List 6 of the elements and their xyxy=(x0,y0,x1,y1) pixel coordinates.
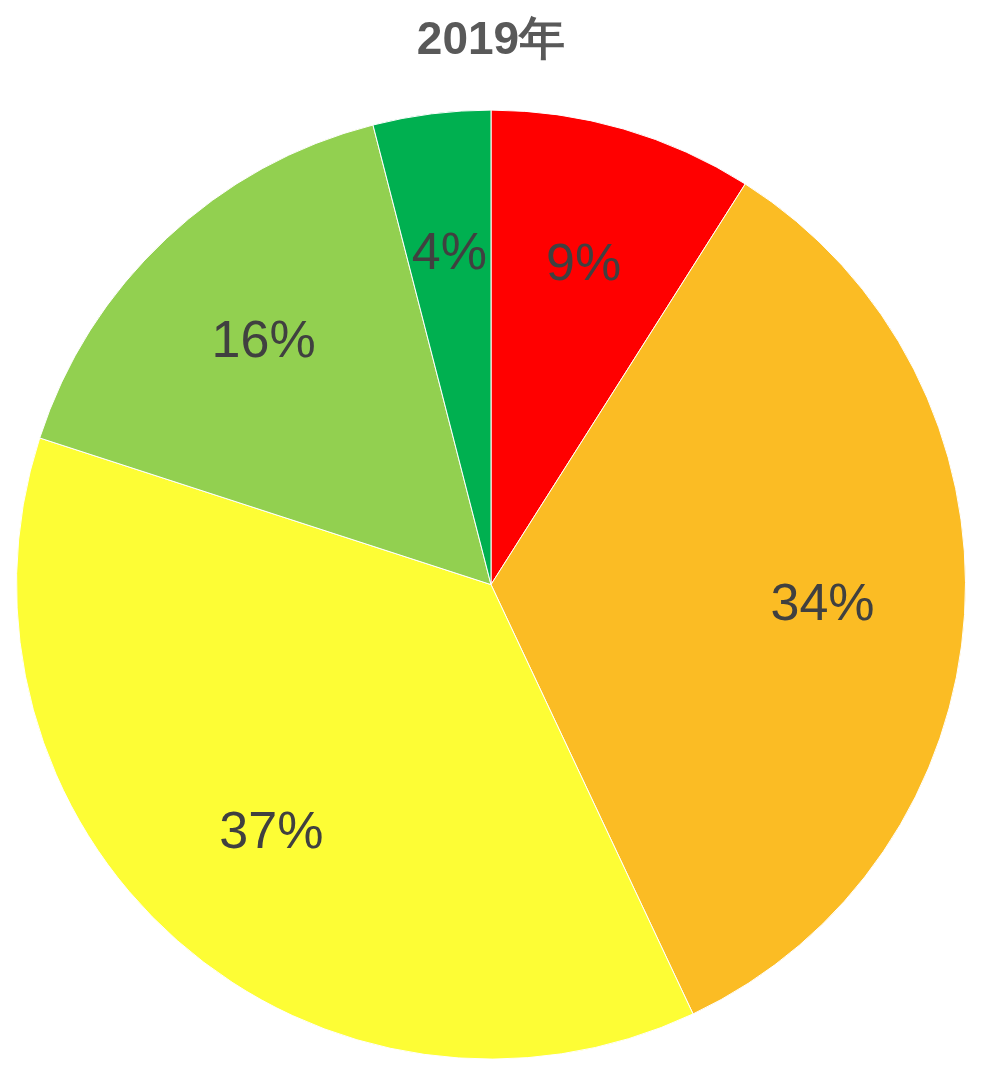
data-label: 16% xyxy=(211,309,316,368)
chart-title: 2019年 xyxy=(416,12,566,65)
data-label: 34% xyxy=(770,572,875,631)
data-label: 37% xyxy=(219,801,324,860)
data-label: 9% xyxy=(546,232,622,291)
data-label: 4% xyxy=(411,222,487,281)
